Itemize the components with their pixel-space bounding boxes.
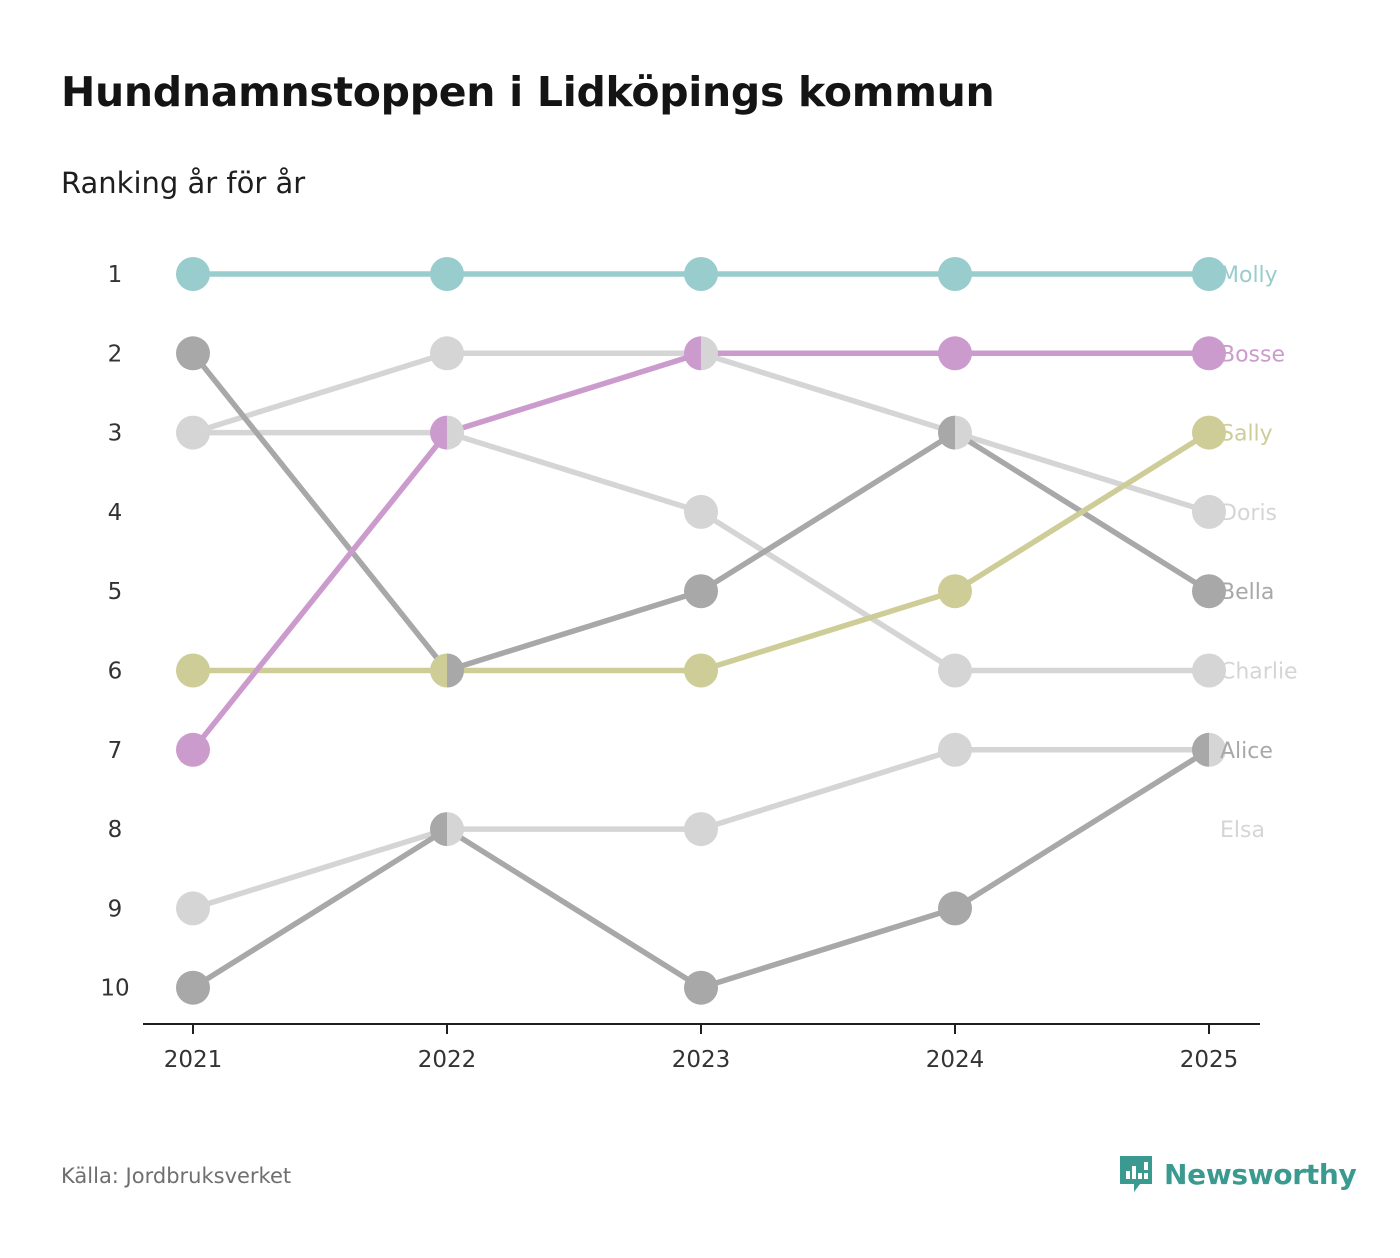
- y-tick-label-5: 5: [108, 579, 123, 605]
- point-molly-2025: [1192, 257, 1226, 291]
- end-label-sally: Sally: [1220, 422, 1273, 447]
- newsworthy-logo-icon: [1120, 1156, 1152, 1192]
- y-tick-label-8: 8: [108, 817, 123, 843]
- chart-subtitle: Ranking år för år: [61, 166, 306, 200]
- point-doris-2022: [430, 336, 464, 371]
- point-bella-2024: [938, 415, 955, 450]
- point-sally-2022: [430, 653, 447, 688]
- point-bosse-2021: [176, 732, 210, 767]
- source-note: Källa: Jordbruksverket: [61, 1164, 292, 1188]
- point-sally-2025: [1192, 415, 1226, 450]
- series-line-bosse: [190, 350, 1212, 753]
- point-bosse-2022: [430, 415, 447, 450]
- y-tick-label-4: 4: [108, 500, 123, 526]
- y-tick-label-3: 3: [108, 421, 123, 447]
- series-points: [176, 257, 1226, 1005]
- point-alice-2023: [684, 970, 718, 1005]
- x-tick-label-2023: 2023: [672, 1047, 731, 1073]
- point-doris-2024: [955, 415, 972, 450]
- point-doris-2025: [1192, 494, 1226, 529]
- point-charlie-2022: [447, 812, 464, 847]
- point-charlie-2023: [684, 812, 718, 847]
- point-bosse-2023: [684, 336, 701, 371]
- point-bosse-2025: [1192, 336, 1226, 371]
- end-label-bosse: Bosse: [1220, 342, 1285, 367]
- x-tick-label-2025: 2025: [1180, 1047, 1239, 1073]
- newsworthy-logo[interactable]: Newsworthy: [1118, 1154, 1357, 1194]
- series-line-alice: [190, 747, 1212, 991]
- y-tick-label-2: 2: [108, 341, 123, 367]
- point-alice-2021: [176, 970, 210, 1005]
- point-sally-2024: [938, 574, 972, 609]
- y-axis: 1 2 3 4 5 6 7 8 9 10: [100, 262, 129, 1002]
- y-tick-label-7: 7: [108, 738, 123, 764]
- end-label-molly: Molly: [1220, 263, 1278, 288]
- point-bella-2022: [447, 653, 464, 688]
- point-alice-2024: [938, 891, 972, 926]
- newsworthy-logo-text: Newsworthy: [1164, 1157, 1357, 1191]
- x-tick-label-2024: 2024: [926, 1047, 985, 1073]
- point-alice-2025: [1192, 732, 1209, 767]
- chart-title: Hundnamnstoppen i Lidköpings kommun: [61, 68, 995, 116]
- y-tick-label-6: 6: [108, 659, 123, 685]
- point-sally-2021: [176, 653, 210, 688]
- series-line-sally: [190, 429, 1212, 674]
- point-alice-2022: [430, 812, 447, 847]
- end-label-elsa: Elsa: [1220, 818, 1265, 843]
- point-doris-2021: [176, 415, 193, 450]
- point-molly-2022: [430, 257, 464, 291]
- point-molly-2023: [684, 257, 718, 291]
- end-label-charlie: Charlie: [1220, 660, 1298, 685]
- series-line-elsa: [190, 429, 1212, 674]
- end-label-alice: Alice: [1220, 739, 1273, 764]
- point-doris-2023: [701, 336, 718, 371]
- point-bosse-2024: [938, 336, 972, 371]
- point-molly-2024: [938, 257, 972, 291]
- y-tick-label-10: 10: [100, 976, 129, 1002]
- point-bella-2021: [176, 336, 210, 371]
- point-charlie-2024: [938, 732, 972, 767]
- point-elsa-2025: [1192, 653, 1226, 688]
- point-bella-2025: [1192, 574, 1226, 609]
- point-molly-2021: [176, 257, 210, 291]
- series-lines: [190, 271, 1212, 991]
- point-sally-2023: [684, 653, 718, 688]
- x-tick-label-2022: 2022: [418, 1047, 477, 1073]
- point-elsa-2024: [938, 653, 972, 688]
- point-elsa-2021: [193, 415, 210, 450]
- end-label-bella: Bella: [1220, 580, 1274, 605]
- x-tick-label-2021: 2021: [164, 1047, 223, 1073]
- y-tick-label-9: 9: [108, 896, 123, 922]
- point-charlie-2021: [176, 891, 210, 926]
- point-charlie-2025: [1209, 732, 1226, 767]
- series-end-labels: Molly Bosse Sally Doris Bella Charlie Alice Els…: [1220, 263, 1298, 843]
- y-tick-label-1: 1: [108, 262, 123, 288]
- end-label-doris: Doris: [1220, 501, 1277, 526]
- x-axis: 2021 2022 2023 2024 2025: [143, 1023, 1260, 1073]
- point-bella-2023: [684, 574, 718, 609]
- point-elsa-2022: [447, 415, 464, 450]
- point-elsa-2023: [684, 494, 718, 529]
